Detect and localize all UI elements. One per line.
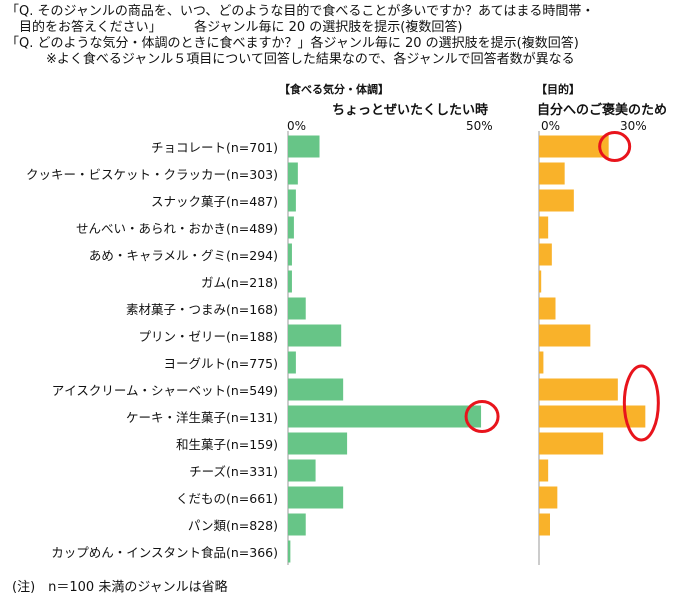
category-label: パン類(n=828) [187, 518, 278, 533]
category-label: スナック菓子(n=487) [150, 194, 278, 209]
right-bar [539, 324, 591, 347]
right-section-label: 【目的】 [536, 83, 580, 96]
question-line-3: 「Q. どのような気分・体調のときに食べますか？」各ジャンル毎に 20 の選択肢… [6, 36, 579, 51]
left-bar [288, 270, 292, 293]
category-label: 和生菓子(n=159) [175, 437, 278, 452]
category-label: くだもの(n=661) [175, 491, 278, 506]
left-bar [288, 297, 306, 320]
left-bar [288, 540, 291, 563]
category-label: チョコレート(n=701) [150, 140, 278, 155]
left-bar [288, 351, 296, 374]
right-chart-title: 自分へのご褒美のため [537, 103, 668, 118]
left-tick-50: 50% [466, 119, 493, 133]
left-bar [288, 459, 316, 482]
right-bar [539, 189, 574, 212]
footnote: (注) n＝100 未満のジャンルは省略 [12, 580, 228, 595]
right-bar [539, 162, 565, 185]
highlight-circle [464, 400, 500, 433]
left-bar [288, 135, 320, 158]
left-bar [288, 405, 482, 428]
question-line-2: 目的をお答えください」 各ジャンル毎に 20 の選択肢を提示(複数回答) [6, 20, 463, 35]
category-label: プリン・ゼリー(n=188) [138, 329, 278, 344]
right-bar [539, 378, 618, 401]
right-bar [539, 486, 558, 509]
right-bar [539, 243, 552, 266]
left-bar [288, 378, 344, 401]
category-label: カップめん・インスタント食品(n=366) [51, 545, 278, 560]
left-bar [288, 216, 294, 239]
left-bar [288, 432, 348, 455]
category-label: アイスクリーム・シャーベット(n=549) [51, 383, 278, 398]
category-label: チーズ(n=331) [189, 464, 278, 479]
left-bar [288, 324, 342, 347]
left-chart-title: ちょっとぜいたくしたい時 [332, 103, 489, 118]
right-bar [539, 459, 549, 482]
category-label: ガム(n=218) [200, 275, 278, 290]
right-bar [539, 135, 609, 158]
respondent-note: ※よく食べるジャンル５項目について回答した結果なので、各ジャンルで回答者数が異な… [46, 52, 575, 67]
right-bar [539, 513, 550, 536]
right-bar [539, 405, 646, 428]
left-section-label: 【食べる気分・体調】 [279, 83, 389, 96]
left-bar [288, 189, 296, 212]
right-tick-0: 0% [541, 119, 561, 133]
right-tick-30: 30% [620, 119, 647, 133]
left-bar [288, 486, 344, 509]
category-label: せんべい・あられ・おかき(n=489) [75, 221, 278, 236]
left-bar [288, 162, 298, 185]
left-bar [288, 243, 292, 266]
category-label: ケーキ・洋生菓子(n=131) [125, 410, 278, 425]
question-line-1: 「Q. そのジャンルの商品を、いつ、どのような目的で食べることが多いですか？あて… [6, 4, 595, 19]
right-bar [539, 351, 544, 374]
category-label: あめ・キャラメル・グミ(n=294) [88, 248, 278, 263]
highlight-circle [622, 364, 660, 442]
category-label: ヨーグルト(n=775) [163, 356, 278, 371]
left-tick-0: 0% [287, 119, 307, 133]
right-bar [539, 297, 556, 320]
right-bar [539, 270, 542, 293]
category-label: クッキー・ビスケット・クラッカー(n=303) [25, 167, 278, 182]
highlight-circle [598, 131, 632, 162]
category-label: 素材菓子・つまみ(n=168) [125, 302, 278, 317]
left-bar [288, 513, 306, 536]
right-bar [539, 216, 549, 239]
right-bar [539, 432, 604, 455]
